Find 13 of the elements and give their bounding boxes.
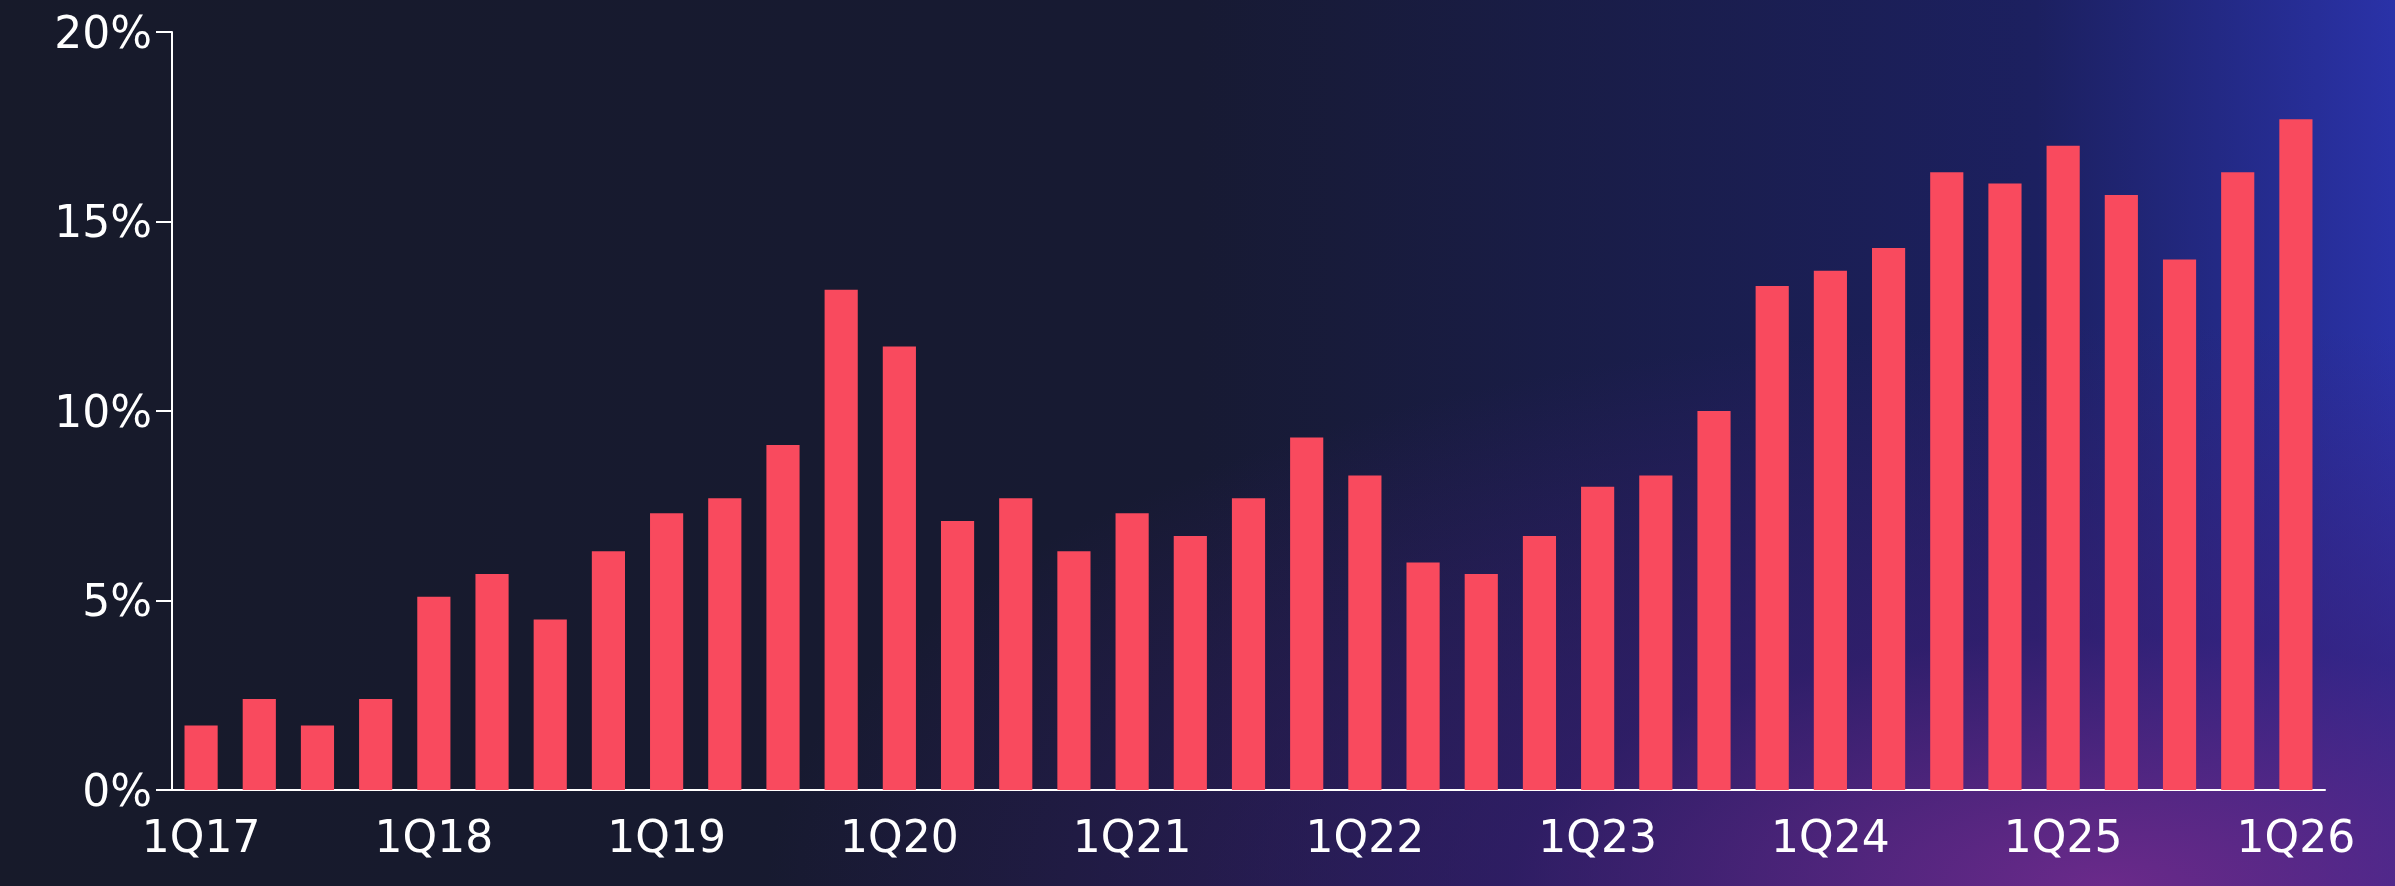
x-tick-label: 1Q19 (607, 810, 726, 862)
x-tick-label: 1Q22 (1305, 810, 1425, 862)
y-tick-label: 10% (54, 385, 152, 437)
x-tick-label: 1Q24 (1771, 810, 1890, 862)
x-tick-label: 1Q23 (1538, 810, 1657, 862)
x-tick-label: 1Q26 (2236, 810, 2356, 862)
x-tick-label: 1Q21 (1072, 810, 1192, 862)
y-tick-label: 5% (82, 575, 152, 626)
y-tick-label: 20% (54, 6, 152, 58)
x-tick-label: 1Q20 (840, 810, 959, 862)
y-tick-label: 15% (54, 196, 152, 247)
x-tick-label: 1Q25 (2003, 810, 2123, 862)
x-tick-label: 1Q18 (374, 810, 494, 862)
